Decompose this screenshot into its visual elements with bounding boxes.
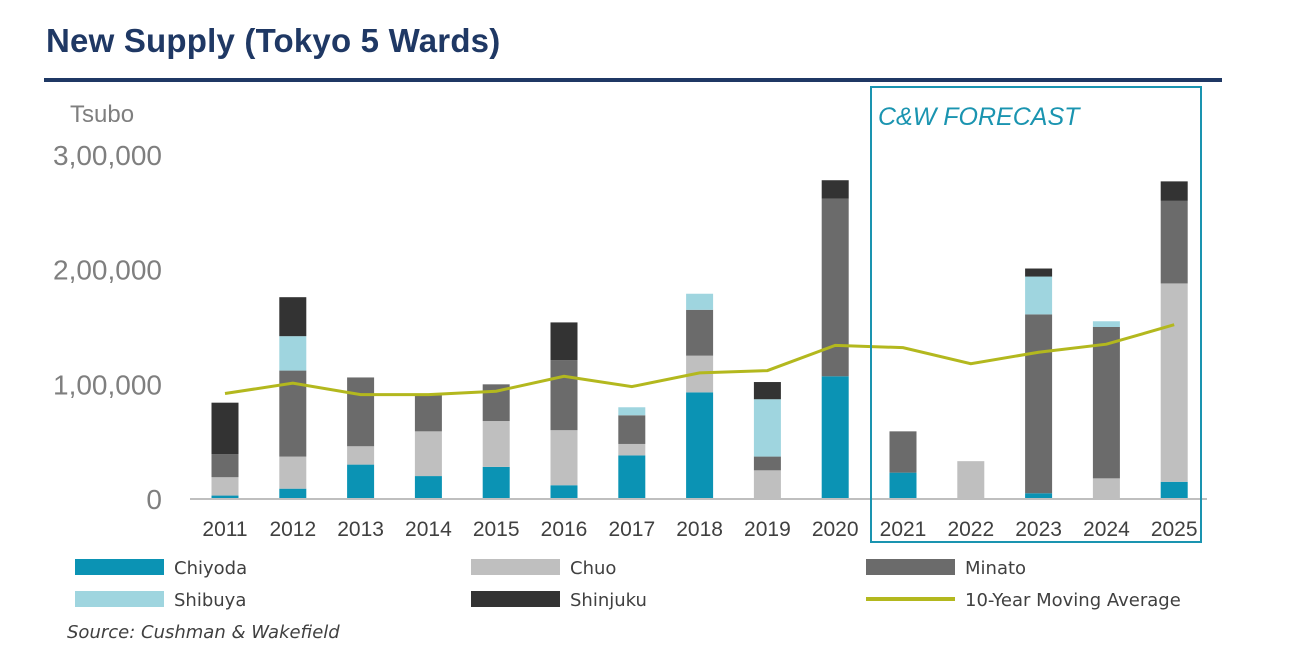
legend-label: Chuo	[570, 558, 616, 579]
bar-segment-chuo	[957, 461, 985, 499]
bar-segment-shibuya	[279, 336, 307, 371]
page-title: New Supply (Tokyo 5 Wards)	[46, 22, 501, 59]
bar-segment-chuo	[279, 456, 307, 489]
bar-segment-minato	[618, 415, 646, 444]
source-note: Source: Cushman & Wakefield	[67, 622, 340, 643]
bar-segment-chuo	[753, 470, 781, 499]
x-tick-label: 2015	[473, 518, 520, 541]
x-tick-label: 2020	[812, 518, 859, 541]
bar-segment-chuo	[347, 446, 375, 465]
x-tick-label: 2018	[676, 518, 723, 541]
y-tick-label: 2,00,000	[53, 255, 162, 286]
legend: Chiyoda Chuo Minato Shibuya Shinjuku 10-Year …	[75, 558, 1181, 611]
bar-segment-shinjuku	[753, 382, 781, 400]
bar-segment-shibuya	[618, 407, 646, 416]
x-tick-label: 2019	[744, 518, 791, 541]
y-tick-label: 0	[146, 484, 162, 515]
title-divider	[44, 78, 1222, 82]
x-tick-label: 2022	[947, 518, 994, 541]
x-tick-label: 2024	[1083, 518, 1130, 541]
bar-segment-shibuya	[753, 399, 781, 457]
bar-segment-minato	[889, 431, 917, 473]
bar-segment-shibuya	[1092, 321, 1120, 327]
bar-segment-chuo	[618, 443, 646, 456]
legend-label: Chiyoda	[174, 558, 247, 579]
bar-segment-minato	[753, 456, 781, 471]
legend-label: Minato	[965, 558, 1026, 579]
moving-average-line	[224, 323, 1175, 397]
bar-segment-chuo	[211, 477, 239, 496]
x-tick-label: 2021	[880, 518, 927, 541]
y-axis-ticks: 0 1,00,000 2,00,000 3,00,000	[53, 140, 162, 515]
bar-segment-chiyoda	[1025, 493, 1053, 499]
bar-segment-chiyoda	[1160, 481, 1188, 499]
bar-segment-chiyoda	[347, 464, 375, 499]
bar-segment-chuo	[482, 421, 510, 467]
bar-segment-chiyoda	[211, 495, 239, 499]
bar-segment-chiyoda	[550, 485, 578, 499]
bar-segment-shinjuku	[1160, 181, 1188, 201]
x-tick-label: 2014	[405, 518, 452, 541]
x-tick-label: 2016	[541, 518, 588, 541]
bar-segment-minato	[550, 360, 578, 431]
bar-segment-chiyoda	[414, 476, 442, 499]
x-tick-label: 2023	[1015, 518, 1062, 541]
legend-swatch	[75, 559, 164, 575]
legend-swatch	[75, 591, 164, 607]
y-tick-label: 1,00,000	[53, 369, 162, 400]
bars-group	[211, 180, 1188, 499]
x-axis-ticks: 2011 2012 2013 2014 2015 2016 2017 2018 2019 2020…	[202, 518, 1197, 541]
forecast-box	[870, 86, 1202, 543]
bar-segment-shibuya	[1025, 276, 1053, 315]
x-tick-label: 2011	[202, 518, 247, 541]
forecast-label: C&W FORECAST	[878, 103, 1081, 131]
legend-label: Shinjuku	[570, 590, 647, 611]
bar-segment-shinjuku	[279, 297, 307, 337]
legend-swatch	[471, 591, 560, 607]
legend-swatch	[471, 559, 560, 575]
bar-segment-shinjuku	[211, 402, 239, 455]
legend-label: 10-Year Moving Average	[965, 590, 1181, 611]
bar-segment-chuo	[1092, 478, 1120, 499]
bar-segment-minato	[1160, 200, 1188, 284]
legend-label: Shibuya	[174, 590, 246, 611]
bar-segment-minato	[414, 394, 442, 432]
x-tick-label: 2012	[269, 518, 316, 541]
bar-segment-chuo	[550, 430, 578, 486]
bar-segment-chiyoda	[279, 488, 307, 499]
bar-segment-minato	[686, 309, 714, 356]
x-tick-label: 2017	[608, 518, 655, 541]
bar-segment-chuo	[414, 431, 442, 477]
bar-segment-minato	[1092, 327, 1120, 479]
bar-segment-chiyoda	[889, 472, 917, 499]
bar-segment-shibuya	[686, 293, 714, 310]
bar-segment-shinjuku	[1025, 268, 1053, 277]
x-tick-label: 2013	[337, 518, 384, 541]
y-tick-label: 3,00,000	[53, 140, 162, 171]
legend-swatch	[866, 559, 955, 575]
y-axis-unit-label: Tsubo	[70, 101, 134, 128]
bar-segment-chiyoda	[482, 466, 510, 499]
bar-segment-chiyoda	[618, 455, 646, 499]
bar-segment-minato	[347, 377, 375, 447]
bar-segment-chiyoda	[821, 376, 849, 499]
x-tick-label: 2025	[1151, 518, 1198, 541]
bar-segment-minato	[1025, 314, 1053, 494]
bar-segment-shinjuku	[550, 322, 578, 361]
bar-segment-chiyoda	[686, 392, 714, 499]
bar-segment-minato	[211, 454, 239, 478]
bar-segment-shinjuku	[821, 180, 849, 199]
bar-segment-chuo	[1160, 283, 1188, 482]
